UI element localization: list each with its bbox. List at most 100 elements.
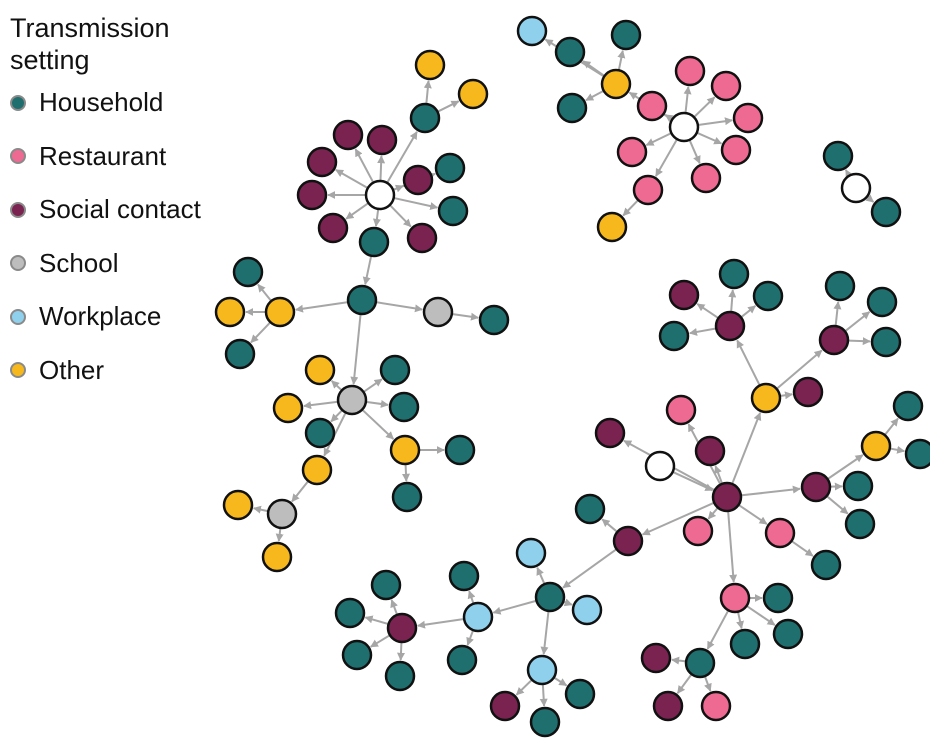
transmission-edge	[563, 598, 573, 607]
case-node-household	[448, 560, 480, 592]
case-node-social-contact	[640, 642, 672, 674]
legend-label: Restaurant	[39, 140, 167, 171]
case-node-other	[261, 541, 293, 573]
case-node-restaurant	[764, 517, 796, 549]
case-node-index-case	[840, 172, 872, 204]
case-node-social-contact	[317, 212, 349, 244]
legend-label: Other	[39, 354, 105, 385]
transmission-edge	[362, 409, 395, 440]
case-node-index-case	[668, 111, 700, 143]
transmission-edge	[389, 205, 412, 228]
case-node-social-contact	[306, 146, 338, 178]
case-node-household	[232, 256, 264, 288]
transmission-edge	[696, 303, 719, 319]
transmission-edge	[698, 117, 733, 126]
transmission-edge	[275, 528, 284, 542]
case-node-index-case	[644, 450, 676, 482]
case-node-social-contact	[792, 376, 824, 408]
transmission-edge	[884, 417, 899, 435]
legend-item-workplace: Workplace	[10, 290, 210, 344]
legend-swatch	[10, 255, 26, 272]
case-node-restaurant	[636, 90, 668, 122]
case-node-restaurant	[674, 55, 706, 87]
transmission-edge	[673, 471, 714, 492]
legend-swatch	[10, 148, 26, 165]
case-node-household	[772, 618, 804, 650]
transmission-edge	[295, 301, 348, 313]
case-node-school	[336, 384, 368, 416]
transmission-edge	[330, 410, 343, 423]
case-node-workplace	[571, 594, 603, 626]
transmission-edge	[694, 96, 716, 118]
case-node-restaurant	[720, 134, 752, 166]
case-node-social-contact	[800, 471, 832, 503]
legend-item-other: Other	[10, 344, 210, 398]
legend-swatch	[10, 362, 26, 379]
legend-title: Transmission setting	[10, 13, 170, 75]
transmission-edge	[736, 339, 761, 386]
transmission-edge	[688, 140, 701, 165]
transmission-edge	[467, 590, 476, 604]
case-node-household	[684, 647, 716, 679]
case-node-household	[762, 582, 794, 614]
case-node-other	[222, 489, 254, 521]
case-node-social-contact	[594, 417, 626, 449]
legend-swatch	[10, 308, 26, 325]
case-node-workplace	[515, 537, 547, 569]
transmission-edge	[437, 100, 460, 113]
case-node-other	[389, 434, 421, 466]
legend: Transmission setting Household Restaurant…	[10, 12, 210, 397]
transmission-edge	[377, 155, 386, 181]
case-node-household	[866, 286, 898, 318]
case-node-social-contact	[818, 324, 850, 356]
transmission-edge	[601, 518, 618, 533]
transmission-edge	[364, 615, 388, 625]
transmission-edge	[704, 676, 712, 692]
case-node-restaurant	[700, 690, 732, 722]
transmission-edge	[257, 283, 272, 301]
transmission-edge	[540, 611, 550, 655]
transmission-edge	[697, 132, 723, 145]
transmission-edge	[354, 148, 374, 183]
case-node-workplace	[526, 654, 558, 686]
transmission-edge	[706, 610, 729, 650]
transmission-edge	[865, 194, 875, 203]
case-node-restaurant	[719, 582, 751, 614]
case-node-household	[574, 493, 606, 525]
case-node-other	[600, 68, 632, 100]
case-node-social-contact	[612, 525, 644, 557]
transmission-edge	[331, 380, 342, 391]
case-node-social-contact	[406, 222, 438, 254]
transmission-edge	[562, 548, 617, 589]
case-node-household	[304, 417, 336, 449]
case-node-social-contact	[296, 179, 328, 211]
case-node-household	[370, 569, 402, 601]
case-node-other	[414, 49, 446, 81]
case-node-social-contact	[402, 164, 434, 196]
case-node-social-contact	[652, 690, 684, 722]
transmission-edge	[515, 679, 532, 696]
case-node-household	[384, 660, 416, 692]
case-node-household	[658, 320, 690, 352]
case-node-household	[870, 326, 902, 358]
transmission-edge	[585, 90, 604, 102]
legend-item-school: School	[10, 237, 210, 291]
transmission-edge	[452, 312, 479, 321]
legend-swatch	[10, 201, 26, 218]
case-node-social-contact	[711, 481, 743, 513]
transmission-edge	[554, 677, 568, 687]
transmission-edge	[671, 656, 686, 665]
case-node-household	[556, 92, 588, 124]
case-node-restaurant	[682, 515, 714, 547]
transmission-edge	[362, 256, 372, 286]
case-node-household	[534, 581, 566, 613]
case-node-household	[824, 270, 856, 302]
legend-item-household: Household	[10, 76, 210, 130]
transmission-edge	[655, 139, 678, 177]
case-node-other	[214, 296, 246, 328]
case-node-household	[870, 196, 902, 228]
case-node-social-contact	[366, 124, 398, 156]
case-node-household	[478, 304, 510, 336]
case-node-household	[564, 678, 596, 710]
case-node-social-contact	[332, 119, 364, 151]
